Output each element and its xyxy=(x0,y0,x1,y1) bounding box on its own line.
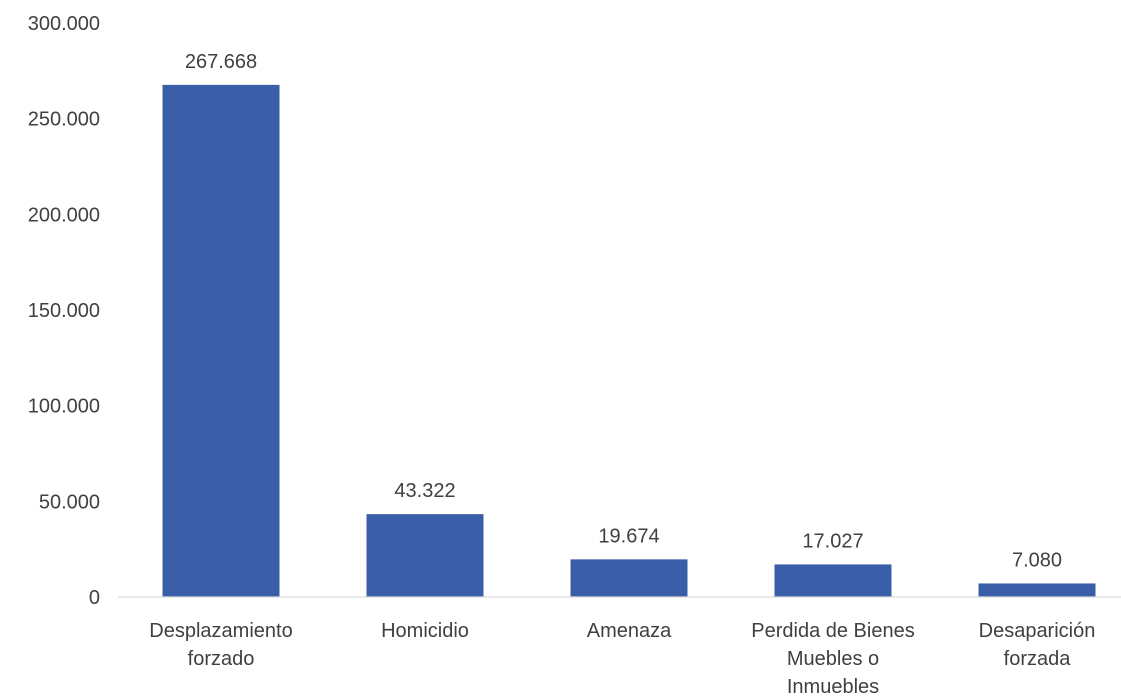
y-tick-label: 100.000 xyxy=(28,396,100,418)
bar-value-label: 43.322 xyxy=(394,480,455,502)
bar xyxy=(162,84,280,598)
bar-value-label: 17.027 xyxy=(802,530,863,552)
x-category-label-line: Amenaza xyxy=(587,620,672,642)
x-category-label-line: Perdida de Bienes xyxy=(751,620,914,642)
x-category-label-line: Muebles o xyxy=(787,648,879,670)
x-axis-category-labels: Desplazamiento forzado Homicidio Amenaza Per… xyxy=(149,620,1095,696)
data-labels: 267.668 43.322 19.674 17.027 7.080 xyxy=(185,51,1062,572)
bar-value-label: 19.674 xyxy=(598,525,659,547)
y-axis-ticks: 0 50.000 100.000 150.000 200.000 250.000 300.0… xyxy=(28,13,100,609)
x-category-label: Homicidio xyxy=(381,620,469,642)
bar-value-label: 267.668 xyxy=(185,51,257,73)
x-category-label: Perdida de Bienes Muebles o Inmuebles xyxy=(751,620,914,696)
x-category-label-line: forzada xyxy=(1004,648,1072,670)
x-category-label-line: Inmuebles xyxy=(787,676,879,696)
bars xyxy=(162,84,1096,598)
x-category-label-line: forzado xyxy=(188,648,255,670)
y-tick-label: 200.000 xyxy=(28,204,100,226)
y-tick-label: 150.000 xyxy=(28,300,100,322)
y-tick-label: 250.000 xyxy=(28,109,100,131)
x-category-label-line: Desaparición xyxy=(979,620,1096,642)
x-category-label: Desplazamiento forzado xyxy=(149,620,292,670)
y-tick-label: 50.000 xyxy=(39,491,100,513)
x-category-label: Amenaza xyxy=(587,620,672,642)
bar-value-label: 7.080 xyxy=(1012,549,1062,571)
bar xyxy=(570,559,688,597)
x-category-label: Desaparición forzada xyxy=(979,620,1096,670)
y-tick-label: 0 xyxy=(89,587,100,609)
bar xyxy=(774,564,892,597)
bar xyxy=(978,583,1096,597)
x-category-label-line: Desplazamiento xyxy=(149,620,292,642)
bar xyxy=(366,514,484,597)
x-category-label-line: Homicidio xyxy=(381,620,469,642)
y-tick-label: 300.000 xyxy=(28,13,100,35)
